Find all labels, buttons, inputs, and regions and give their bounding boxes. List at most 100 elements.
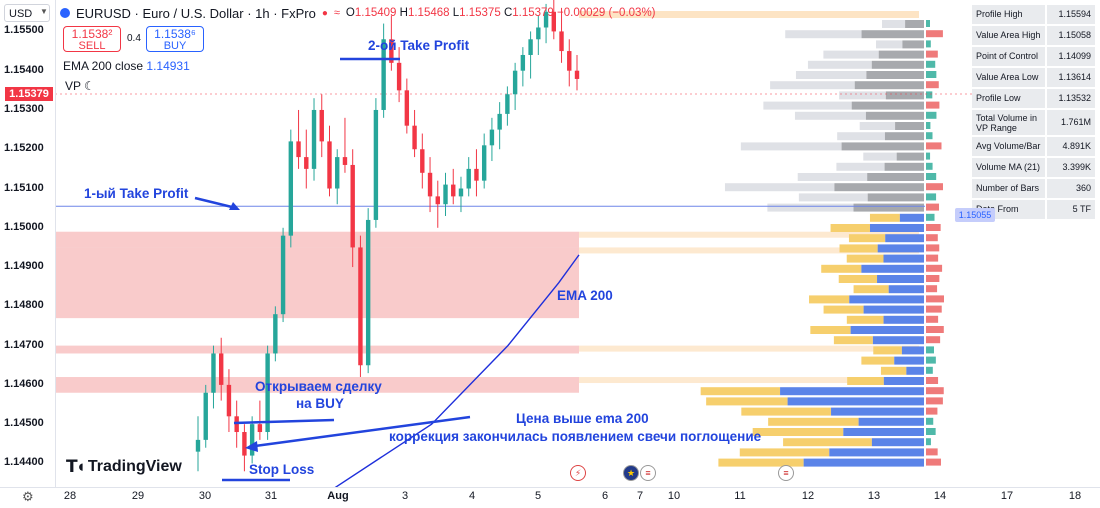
- event-us-flag-icon-2[interactable]: ≡: [778, 465, 794, 481]
- candle-body: [373, 109, 379, 220]
- vp-delta-bar: [926, 101, 940, 109]
- candle-body: [520, 54, 526, 71]
- time-tick: 17: [1000, 490, 1014, 502]
- vp-bar-right: [787, 397, 924, 406]
- chevron-down-icon[interactable]: ▼: [40, 7, 48, 16]
- price-axis[interactable]: 1.15500 1.15400 1.15300 1.15200 1.15100 1.150…: [0, 0, 56, 487]
- vp-bar-left: [700, 387, 781, 396]
- vp-bar-right: [843, 428, 924, 436]
- candle-body: [319, 109, 324, 142]
- vp-bar-left: [853, 285, 889, 294]
- stats-value: 1.761M: [1047, 110, 1095, 135]
- stats-key: Value Area Low: [972, 68, 1045, 87]
- vp-bar-right: [906, 366, 924, 375]
- zone-extension: [579, 231, 919, 238]
- candle-body: [389, 39, 394, 63]
- stats-row: Total Volume in VP Range 1.761M: [972, 110, 1095, 135]
- vp-bar-left: [706, 397, 788, 406]
- currency-selector[interactable]: USD: [4, 4, 50, 22]
- stats-row: Avg Volume/Bar 4.891K: [972, 137, 1095, 156]
- vp-bar-left: [846, 254, 884, 263]
- candle-body: [497, 113, 502, 130]
- zone-extension: [579, 247, 919, 254]
- volume-profile-stats: Profile High 1.15594 Value Area High 1.1505…: [972, 5, 1095, 221]
- vp-bar-right: [850, 326, 924, 334]
- vp-bar-left: [875, 40, 903, 49]
- vp-delta-bar: [926, 173, 937, 180]
- zone-rect: [55, 345, 579, 354]
- time-axis[interactable]: [0, 487, 1100, 508]
- candle-body: [288, 141, 294, 236]
- vp-delta-bar: [926, 305, 942, 313]
- stats-row: Profile High 1.15594: [972, 5, 1095, 24]
- vp-delta-bar: [926, 234, 938, 242]
- candle-body: [280, 235, 286, 315]
- spread-value: 0.4: [127, 33, 141, 44]
- vp-delta-bar: [926, 254, 939, 262]
- vp-bar-left: [848, 234, 886, 243]
- vp-bar-right: [854, 81, 924, 90]
- vp-bar-right: [867, 173, 924, 181]
- vp-bar-right: [831, 407, 924, 416]
- tradingview-logo[interactable]: 𝗧◖ TradingView: [66, 457, 182, 476]
- vp-bar-right: [869, 224, 924, 232]
- vp-delta-bar: [926, 387, 944, 395]
- candle-body: [358, 247, 363, 366]
- vp-bar-left: [859, 122, 896, 130]
- stats-row: Profile Low 1.13532: [972, 89, 1095, 108]
- candle-body: [512, 70, 518, 95]
- vp-delta-bar: [926, 458, 941, 466]
- price-tick: 1.14400: [4, 456, 44, 469]
- vp-bar-right: [896, 152, 924, 161]
- price-tick: 1.15300: [4, 102, 44, 115]
- symbol-title[interactable]: EURUSD · Euro / U.S. Dollar · 1h · FxPro: [76, 5, 316, 21]
- time-tick: 18: [1068, 490, 1082, 502]
- vp-bar-left: [798, 193, 868, 202]
- time-tick: 28: [63, 490, 77, 502]
- stats-key: Point of Control: [972, 47, 1045, 66]
- sell-button[interactable]: 1.1538² SELL: [63, 26, 121, 52]
- event-lightning-icon[interactable]: ⚡: [570, 465, 586, 481]
- stats-key: Profile High: [972, 5, 1045, 24]
- event-us-flag-icon[interactable]: ≡: [640, 465, 656, 481]
- time-tick: 3: [401, 490, 409, 502]
- vp-bar-right: [851, 101, 924, 110]
- reason-label-1: Цена выше ema 200: [516, 411, 649, 426]
- vp-delta-bar: [926, 397, 943, 405]
- vp-bar-left: [763, 101, 852, 110]
- vp-bar-right: [885, 234, 924, 243]
- buy-button[interactable]: 1.1538⁶ BUY: [146, 26, 204, 52]
- stats-value: 1.14099: [1047, 47, 1095, 66]
- vp-bar-right: [888, 285, 924, 294]
- ohlc-values: O1.15409 H1.15468 L1.15375 C1.15379 −0.0…: [345, 7, 656, 19]
- vp-delta-bar: [926, 40, 931, 48]
- vp-bar-left: [873, 346, 902, 355]
- vp-legend[interactable]: VP ☾: [65, 79, 95, 93]
- stats-key: Avg Volume/Bar: [972, 137, 1045, 156]
- reason-arrow: [254, 415, 471, 448]
- vp-bar-right: [895, 122, 924, 130]
- candle-body: [481, 145, 487, 181]
- stats-value: 1.15058: [1047, 26, 1095, 45]
- price-tick: 1.14800: [4, 299, 44, 312]
- vp-delta-bar: [926, 183, 943, 191]
- vp-delta-bar: [926, 315, 939, 323]
- ema-legend[interactable]: EMA 200 close 1.14931: [63, 59, 190, 73]
- ema-200-line: [329, 254, 580, 492]
- vp-delta-bar: [926, 285, 938, 293]
- vp-bar-right: [803, 458, 924, 467]
- candle-body: [458, 188, 464, 197]
- reason-label-2: коррекция закончилась появлением свечи п…: [389, 429, 762, 444]
- stats-key: Profile Low: [972, 89, 1045, 108]
- vp-bar-right: [883, 377, 924, 385]
- candles: [195, 0, 580, 472]
- candle-body: [396, 62, 402, 91]
- zone-extension: [579, 377, 919, 384]
- vp-bar-right: [877, 275, 924, 283]
- vp-bar-left: [795, 71, 867, 79]
- gear-icon[interactable]: ⚙: [22, 489, 34, 504]
- vp-bar-right: [877, 244, 924, 253]
- event-eu-flag-icon[interactable]: ★: [623, 465, 639, 481]
- vp-delta-bar: [926, 213, 935, 221]
